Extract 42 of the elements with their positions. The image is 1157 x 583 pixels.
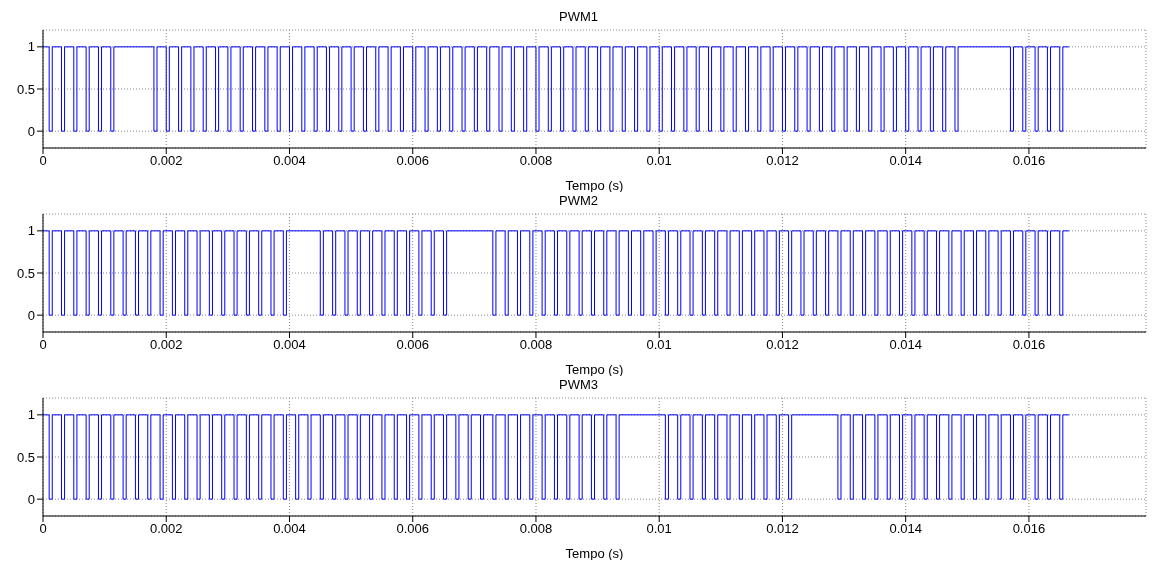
y-tick-label: 0: [27, 491, 35, 507]
x-tick-label: 0: [39, 521, 47, 537]
x-tick-label: 0: [39, 337, 47, 353]
chart-title: PWM3: [558, 376, 599, 394]
x-tick-label: 0.016: [1012, 153, 1046, 169]
x-tick-label: 0.008: [519, 521, 553, 537]
x-tick-label: 0.006: [396, 521, 429, 537]
x-tick-label: 0.004: [273, 153, 306, 169]
x-tick-label: 0.002: [149, 153, 183, 169]
y-tick-label: 1: [27, 39, 35, 55]
x-tick-label: 0.006: [396, 337, 429, 353]
x-tick-label: 0.006: [396, 153, 429, 169]
x-tick-label: 0.01: [646, 153, 672, 169]
x-tick-label: 0.014: [889, 521, 922, 537]
x-tick-label: 0.004: [273, 521, 306, 537]
y-tick-label: 1: [27, 407, 35, 423]
x-tick-label: 0.004: [273, 337, 306, 353]
x-tick-label: 0.01: [646, 337, 672, 353]
x-tick-label: 0.016: [1012, 337, 1046, 353]
x-tick-label: 0.002: [149, 337, 183, 353]
chart-title: PWM1: [558, 8, 599, 26]
x-tick-label: 0.012: [766, 521, 799, 537]
x-tick-label: 0.01: [646, 521, 672, 537]
x-tick-label: 0.008: [519, 153, 553, 169]
x-tick-label: 0.014: [889, 153, 922, 169]
y-tick-label: 0.5: [16, 449, 35, 465]
y-tick-label: 1: [27, 223, 35, 239]
y-tick-label: 0.5: [16, 81, 35, 97]
chart-title: PWM2: [558, 192, 599, 210]
x-tick-label: 0.002: [149, 521, 183, 537]
x-axis-title: Tempo (s): [565, 362, 624, 377]
y-tick-label: 0: [27, 123, 35, 139]
y-tick-label: 0.5: [16, 265, 35, 281]
x-tick-label: 0.008: [519, 337, 553, 353]
x-tick-label: 0.014: [889, 337, 922, 353]
x-tick-label: 0.016: [1012, 521, 1046, 537]
x-tick-label: 0.012: [766, 337, 799, 353]
y-tick-label: 0: [27, 307, 35, 323]
x-tick-label: 0.012: [766, 153, 799, 169]
x-axis-title: Tempo (s): [565, 546, 624, 561]
x-axis-title: Tempo (s): [565, 178, 624, 193]
x-tick-label: 0: [39, 153, 47, 169]
